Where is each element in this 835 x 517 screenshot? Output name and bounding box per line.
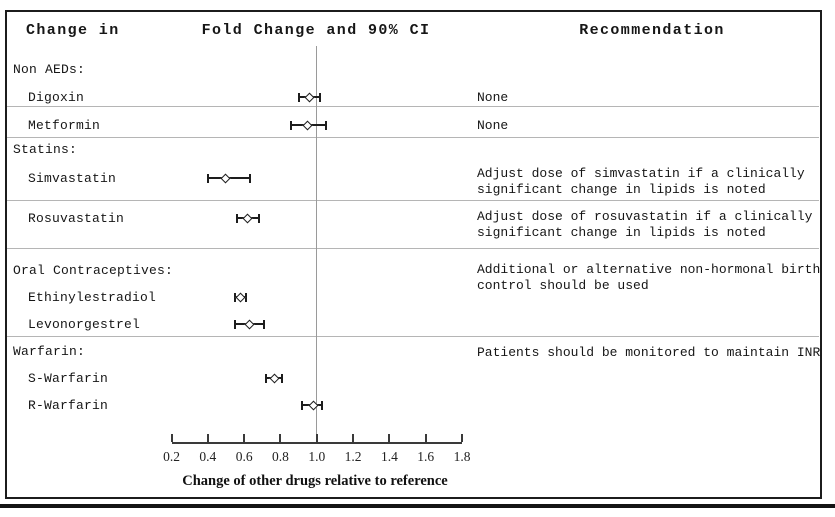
row-separator [7, 336, 819, 337]
recommendation-simvastatin: Adjust dose of simvastatin if a clinical… [477, 166, 805, 197]
section-label-oral-contraceptives: Oral Contraceptives: [13, 263, 174, 278]
row-separator [7, 137, 819, 138]
drug-label-ethinylestradiol: Ethinylestradiol [28, 290, 157, 305]
drug-label-digoxin: Digoxin [28, 90, 85, 105]
section-label-warfarin: Warfarin: [13, 344, 86, 359]
reference-line [316, 46, 317, 443]
drug-label-s-warfarin: S-Warfarin [28, 371, 109, 386]
page-divider-line [0, 504, 835, 508]
column-header-fold-change-ci: Fold Change and 90% CI [201, 22, 431, 39]
drug-label-levonorgestrel: Levonorgestrel [28, 317, 141, 332]
recommendation-warfarin: Patients should be monitored to maintain… [477, 345, 821, 360]
recommendation-rosuvastatin: Adjust dose of rosuvastatin if a clinica… [477, 209, 813, 240]
x-axis-title: Change of other drugs relative to refere… [182, 473, 448, 489]
row-separator [7, 106, 819, 107]
row-separator [7, 200, 819, 201]
row-separator [7, 248, 819, 249]
column-header-recommendation: Recommendation [579, 22, 725, 39]
section-label-non-aeds: Non AEDs: [13, 62, 86, 77]
column-header-change-in: Change in [26, 22, 120, 39]
recommendation-digoxin: None [477, 90, 509, 105]
drug-label-simvastatin: Simvastatin [28, 171, 117, 186]
drug-label-metformin: Metformin [28, 118, 101, 133]
drug-label-rosuvastatin: Rosuvastatin [28, 211, 125, 226]
recommendation-metformin: None [477, 118, 509, 133]
section-label-statins: Statins: [13, 142, 78, 157]
recommendation-oral-contraceptives: Additional or alternative non-hormonal b… [477, 262, 821, 293]
drug-label-r-warfarin: R-Warfarin [28, 398, 109, 413]
figure-border [5, 10, 822, 499]
